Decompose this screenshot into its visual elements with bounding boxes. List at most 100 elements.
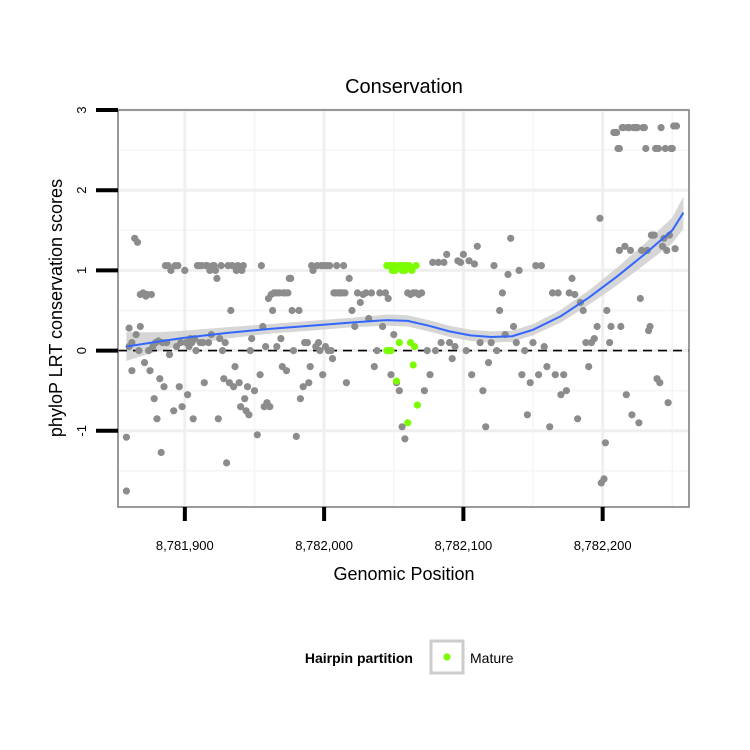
legend: Hairpin partition Mature: [305, 641, 514, 673]
point-other: [673, 122, 680, 129]
point-other: [510, 323, 517, 330]
point-other: [663, 247, 670, 254]
point-other: [289, 307, 296, 314]
point-other: [357, 299, 364, 306]
point-other: [628, 411, 635, 418]
point-other: [535, 371, 542, 378]
point-other: [507, 235, 514, 242]
point-mature: [410, 361, 417, 368]
point-other: [424, 347, 431, 354]
point-other: [297, 395, 304, 402]
point-other: [123, 487, 130, 494]
point-other: [244, 383, 251, 390]
point-other: [213, 275, 220, 282]
point-other: [468, 371, 475, 378]
point-other: [396, 387, 403, 394]
point-other: [635, 419, 642, 426]
point-other: [596, 215, 603, 222]
point-other: [319, 371, 326, 378]
x-tick-label: 8,782,000: [295, 538, 353, 553]
point-other: [602, 439, 609, 446]
point-other: [123, 434, 130, 441]
point-other: [658, 124, 665, 131]
point-other: [333, 262, 340, 269]
point-other: [158, 449, 165, 456]
point-other: [568, 275, 575, 282]
point-other: [387, 371, 394, 378]
point-mature: [411, 343, 418, 350]
point-other: [457, 259, 464, 266]
point-other: [176, 383, 183, 390]
point-other: [555, 289, 562, 296]
points: [123, 122, 680, 494]
point-other: [482, 423, 489, 430]
point-other: [574, 415, 581, 422]
point-other: [477, 339, 484, 346]
point-other: [190, 415, 197, 422]
point-other: [563, 387, 570, 394]
point-other: [421, 387, 428, 394]
point-other: [240, 262, 247, 269]
point-other: [432, 347, 439, 354]
point-other: [181, 267, 188, 274]
point-other: [541, 343, 548, 350]
point-other: [591, 335, 598, 342]
point-other: [222, 339, 229, 346]
point-mature: [412, 262, 419, 269]
point-other: [128, 367, 135, 374]
y-tick-label: -1: [74, 425, 89, 437]
point-mature: [387, 347, 394, 354]
point-other: [552, 371, 559, 378]
point-other: [348, 307, 355, 314]
point-other: [340, 262, 347, 269]
point-other: [293, 433, 300, 440]
point-other: [616, 145, 623, 152]
point-other: [521, 347, 528, 354]
y-axis: -10123: [74, 106, 118, 436]
point-other: [212, 267, 219, 274]
point-other: [368, 289, 375, 296]
point-other: [438, 339, 445, 346]
point-other: [490, 262, 497, 269]
legend-label-mature: Mature: [470, 650, 514, 666]
point-other: [426, 371, 433, 378]
point-other: [401, 435, 408, 442]
point-other: [295, 307, 302, 314]
point-other: [241, 395, 248, 402]
point-other: [184, 391, 191, 398]
point-other: [385, 295, 392, 302]
point-other: [146, 367, 153, 374]
point-other: [328, 347, 335, 354]
point-other: [379, 323, 386, 330]
x-tick-label: 8,782,100: [434, 538, 492, 553]
point-other: [499, 289, 506, 296]
point-other: [513, 339, 520, 346]
point-other: [166, 351, 173, 358]
chart: Conservation 8,781,900 8,782,000 8,782,100…: [0, 0, 750, 750]
point-other: [651, 232, 658, 239]
point-other: [219, 347, 226, 354]
point-other: [488, 339, 495, 346]
point-other: [346, 275, 353, 282]
point-other: [646, 323, 653, 330]
point-other: [479, 387, 486, 394]
point-other: [247, 347, 254, 354]
point-other: [390, 331, 397, 338]
point-other: [451, 343, 458, 350]
point-other: [613, 129, 620, 136]
point-other: [672, 245, 679, 252]
point-other: [485, 359, 492, 366]
point-other: [617, 323, 624, 330]
legend-title: Hairpin partition: [305, 650, 413, 666]
point-other: [518, 371, 525, 378]
point-other: [192, 347, 199, 354]
point-other: [546, 423, 553, 430]
point-other: [218, 262, 225, 269]
point-other: [269, 307, 276, 314]
point-other: [245, 411, 252, 418]
point-other: [248, 335, 255, 342]
point-other: [156, 375, 163, 382]
grid: [118, 110, 689, 507]
point-mature: [404, 419, 411, 426]
point-mature: [393, 378, 400, 385]
